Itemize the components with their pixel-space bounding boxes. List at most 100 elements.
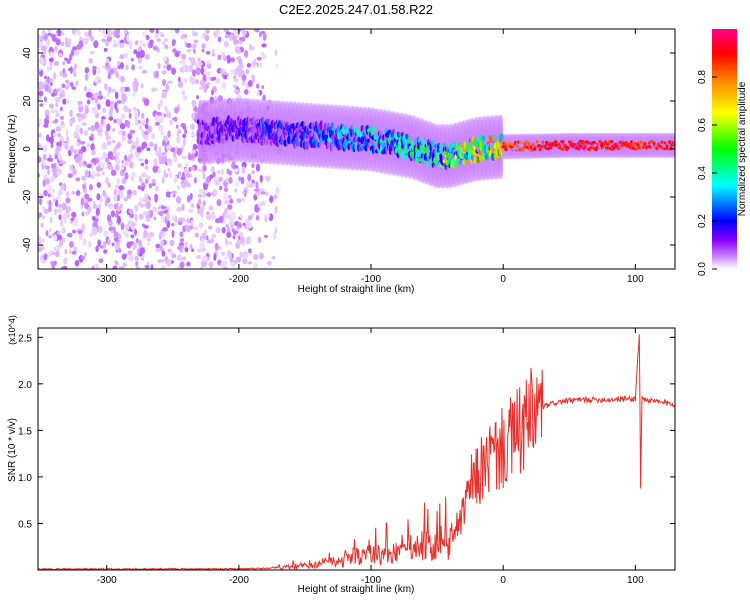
spectrogram-noise-blob: [251, 170, 256, 174]
spectrogram-noise-blob: [221, 251, 226, 256]
spectrogram-noise-blob: [135, 260, 139, 267]
spectrogram-noise-blob: [105, 157, 110, 163]
spectrogram-noise-blob: [201, 232, 205, 237]
spectrogram-noise-blob: [130, 234, 135, 239]
spectrogram-noise-blob: [236, 239, 242, 246]
spectrogram-noise-blob: [167, 168, 171, 173]
colorbar-tick-label: 0.4: [697, 166, 708, 180]
spectrogram-noise-blob: [199, 241, 205, 249]
spectrogram-noise-blob: [87, 126, 92, 131]
spectrogram-noise-blob: [255, 214, 260, 221]
spectrogram-noise-blob: [55, 245, 59, 250]
spectrogram-noise-blob: [191, 99, 197, 108]
spectrogram-noise-blob: [175, 124, 179, 129]
spectrogram-noise-blob: [141, 223, 146, 228]
spectrogram-noise-blob: [158, 211, 164, 217]
spectrogram-noise-blob: [73, 148, 78, 156]
spectrogram-noise-blob: [160, 131, 164, 136]
spectrogram-noise-blob: [159, 239, 165, 247]
spectrogram-noise-blob: [236, 197, 242, 204]
spectrogram-noise-blob: [49, 81, 53, 87]
spectrogram-noise-blob: [228, 241, 233, 245]
spectrogram-noise-blob: [239, 251, 244, 259]
spectrogram-noise-blob: [79, 127, 83, 135]
spectrogram-noise-blob: [275, 187, 280, 195]
spectrogram-noise-blob: [220, 168, 224, 176]
spectrogram-noise-blob: [202, 182, 208, 191]
spectrogram-noise-blob: [67, 173, 73, 178]
spectrogram-noise-blob: [255, 181, 259, 189]
spectrogram-noise-blob: [71, 86, 76, 90]
spectrogram-noise-blob: [51, 92, 56, 97]
spectrogram-noise-blob: [112, 148, 117, 155]
spectrogram-noise-blob: [53, 45, 59, 53]
spectrogram-noise-blob: [79, 140, 86, 145]
spectrogram-noise-blob: [57, 208, 63, 213]
spectrogram-noise-blob: [246, 62, 252, 68]
spectrogram-noise-blob: [184, 167, 188, 175]
spectrogram-noise-blob: [84, 85, 87, 92]
spectrogram-noise-blob: [71, 211, 77, 218]
spectrogram-noise-blob: [205, 71, 212, 76]
spectrogram-noise-blob: [54, 109, 58, 113]
snr-frame: [37, 327, 676, 571]
spectrogram-noise-blob: [43, 253, 48, 261]
spectrogram-noise-blob: [237, 64, 243, 72]
spectrogram-noise-blob: [162, 56, 168, 62]
spectrogram-noise-blob: [165, 191, 172, 198]
spectrogram-y-ticks: -40 -20 0 20 40: [22, 47, 675, 252]
snr-x-tick-label: -300: [97, 575, 117, 586]
spectrogram-noise-blob: [78, 40, 84, 48]
spectrogram-noise-blob: [120, 113, 126, 120]
spectrogram-noise-blob: [201, 83, 206, 89]
figure-title: C2E2.2025.247.01.58.R22: [279, 2, 433, 17]
spectrogram-noise-blob: [60, 266, 65, 269]
spectrogram-noise-blob: [258, 252, 265, 260]
spectrogram-noise-blob: [38, 173, 41, 178]
spectrogram-noise-blob: [187, 153, 193, 161]
spectrogram-noise-blob: [133, 80, 139, 88]
spectrogram-noise-blob: [69, 247, 72, 255]
spectrogram-noise-blob: [95, 207, 100, 216]
spectrogram-noise-blob: [78, 232, 83, 241]
spectrogram-noise-blob: [132, 242, 137, 249]
spectrogram-noise-blob: [61, 142, 66, 146]
spectrogram-noise-blob: [77, 230, 83, 235]
spectrogram-noise-blob: [194, 62, 200, 67]
spectrogram-noise-blob: [56, 170, 61, 176]
spectrogram-noise-blob: [247, 215, 253, 221]
spectrogram-noise-blob: [142, 141, 148, 149]
spectrogram-noise-blob: [249, 183, 255, 188]
spectrogram-noise-blob: [228, 170, 233, 176]
colorbar-tick-label: 0.0: [697, 262, 708, 276]
spectrogram-noise-blob: [134, 255, 139, 262]
spectrogram-noise-blob: [230, 57, 236, 63]
spectrogram-x-tick-label: 100: [627, 274, 644, 285]
spectrogram-noise-blob: [106, 90, 110, 98]
spectrogram-noise-blob: [225, 177, 229, 183]
spectrogram-noise-blob: [88, 29, 92, 37]
spectrogram-noise-blob: [134, 118, 139, 126]
spectrogram-noise-blob: [161, 70, 167, 75]
spectrogram-noise-blob: [146, 147, 151, 152]
spectrogram-noise-blob: [113, 119, 117, 123]
spectrogram-noise-blob: [198, 221, 204, 229]
spectrogram-noise-blob: [101, 142, 107, 150]
spectrogram-noise-blob: [206, 192, 212, 197]
spectrogram-noise-blob: [38, 142, 42, 149]
spectrogram-noise-blob: [41, 159, 46, 167]
spectrogram-noise-blob: [152, 206, 157, 213]
spectrogram-noise-blob: [218, 215, 224, 224]
spectrogram-noise-blob: [243, 88, 249, 95]
spectrogram-noise-blob: [52, 188, 55, 194]
snr-multiplier-label: (x10^4): [7, 315, 17, 345]
spectrogram-noise-blob: [104, 83, 108, 91]
spectrogram-noise-blob: [210, 166, 215, 173]
spectrogram-noise-blob: [177, 221, 183, 226]
spectrogram-noise-blob: [153, 158, 158, 166]
spectrogram-noise-blob: [80, 256, 86, 260]
spectrogram-noise-blob: [191, 248, 195, 253]
spectrogram-noise-blob: [234, 168, 239, 173]
spectrogram-noise-blob: [56, 88, 60, 92]
spectrogram-noise-blob: [98, 90, 102, 99]
